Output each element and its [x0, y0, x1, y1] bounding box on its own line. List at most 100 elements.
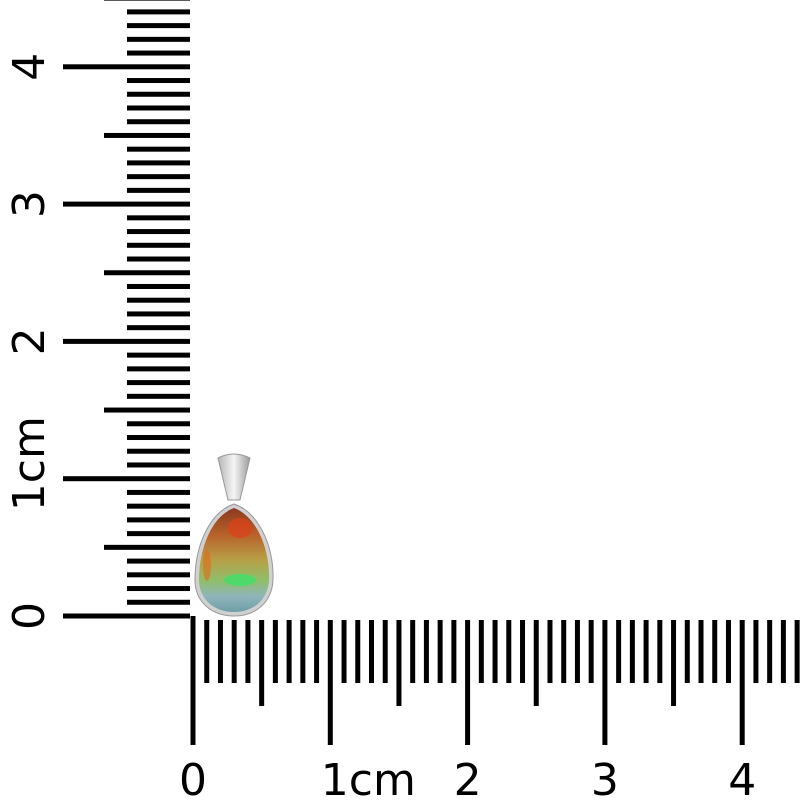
vertical-ruler-tick: [127, 599, 190, 605]
vertical-ruler-tick: [127, 297, 190, 303]
horizontal-ruler-tick: [478, 620, 484, 683]
vertical-ruler-tick: [127, 421, 190, 427]
vertical-ruler-tick: [127, 50, 190, 56]
horizontal-ruler-tick: [520, 620, 526, 683]
horizontal-ruler-tick: [217, 620, 223, 683]
horizontal-ruler-label: 4: [728, 755, 756, 800]
vertical-ruler-tick: [127, 393, 190, 399]
horizontal-ruler: [190, 616, 800, 745]
vertical-ruler-tick: [127, 558, 190, 564]
horizontal-ruler-tick: [506, 620, 512, 683]
horizontal-ruler-tick: [547, 620, 553, 683]
opal-flash-orange: [203, 549, 211, 581]
horizontal-ruler-tick: [533, 620, 539, 706]
horizontal-ruler-tick: [492, 620, 498, 683]
horizontal-ruler-tick: [245, 620, 251, 683]
horizontal-ruler-tick: [794, 620, 800, 683]
vertical-ruler-tick: [127, 503, 190, 509]
horizontal-ruler-tick: [204, 620, 210, 683]
vertical-ruler-tick: [127, 517, 190, 523]
horizontal-ruler-tick: [382, 620, 388, 683]
vertical-ruler-tick: [127, 572, 190, 578]
horizontal-ruler-tick: [300, 620, 306, 683]
vertical-ruler-tick: [127, 380, 190, 386]
horizontal-ruler-tick: [423, 620, 429, 683]
vertical-ruler-label: 1cm: [4, 416, 55, 511]
vertical-ruler-tick: [127, 325, 190, 331]
vertical-ruler-label: 2: [4, 327, 55, 355]
horizontal-ruler-tick: [671, 620, 677, 706]
vertical-ruler-tick: [127, 187, 190, 193]
vertical-ruler-tick: [127, 531, 190, 537]
horizontal-ruler-tick: [629, 620, 635, 683]
vertical-ruler-label: 0: [4, 602, 55, 630]
horizontal-ruler-label: 3: [591, 755, 619, 800]
horizontal-ruler-tick: [190, 616, 196, 745]
vertical-ruler-tick: [127, 242, 190, 248]
horizontal-ruler-tick: [272, 620, 278, 683]
vertical-ruler-tick: [127, 311, 190, 317]
vertical-ruler-tick: [127, 160, 190, 166]
vertical-ruler-tick: [127, 215, 190, 221]
vertical-ruler-tick: [127, 78, 190, 84]
horizontal-ruler-tick: [341, 620, 347, 683]
vertical-ruler-tick: [127, 229, 190, 235]
horizontal-ruler-tick: [410, 620, 416, 683]
pendant-image: [194, 453, 274, 617]
vertical-ruler-tick: [127, 36, 190, 42]
horizontal-ruler-tick: [286, 620, 292, 683]
vertical-ruler-tick: [127, 23, 190, 29]
vertical-ruler-label: 3: [4, 190, 55, 218]
horizontal-ruler-tick: [451, 620, 457, 683]
vertical-ruler-tick: [63, 476, 190, 482]
horizontal-ruler-tick: [355, 620, 361, 683]
horizontal-ruler-tick: [739, 620, 745, 745]
vertical-ruler-tick: [127, 9, 190, 15]
vertical-ruler-tick: [104, 544, 190, 550]
vertical-ruler-tick: [127, 146, 190, 152]
horizontal-ruler-tick: [231, 620, 237, 683]
vertical-ruler-tick: [127, 489, 190, 495]
vertical-ruler-tick: [127, 283, 190, 289]
horizontal-ruler-tick: [712, 620, 718, 683]
vertical-ruler-tick: [104, 270, 190, 276]
horizontal-ruler-tick: [368, 620, 374, 683]
horizontal-ruler-tick: [588, 620, 594, 683]
opal-flash-green: [224, 574, 256, 586]
vertical-ruler-tick: [127, 105, 190, 111]
vertical-ruler-tick: [63, 201, 190, 207]
horizontal-ruler-tick: [259, 620, 265, 706]
horizontal-ruler-label: 2: [454, 755, 482, 800]
vertical-ruler-tick: [104, 0, 190, 1]
horizontal-ruler-tick: [561, 620, 567, 683]
vertical-ruler-tick: [63, 64, 190, 70]
vertical-ruler-tick: [127, 448, 190, 454]
vertical-ruler-tick: [127, 91, 190, 97]
vertical-ruler-tick: [127, 256, 190, 262]
opal-flash-red: [228, 518, 252, 538]
horizontal-ruler-tick: [643, 620, 649, 683]
horizontal-ruler-tick: [602, 620, 608, 745]
vertical-ruler-tick: [127, 435, 190, 441]
pendant-bail: [217, 453, 251, 501]
horizontal-ruler-tick: [327, 620, 333, 745]
vertical-ruler-tick: [127, 174, 190, 180]
horizontal-ruler-tick: [725, 620, 731, 683]
vertical-ruler-tick: [127, 462, 190, 468]
horizontal-ruler-label: 1cm: [321, 755, 416, 800]
horizontal-ruler-tick: [684, 620, 690, 683]
horizontal-ruler-tick: [437, 620, 443, 683]
vertical-ruler: [63, 0, 190, 619]
vertical-ruler-tick: [127, 119, 190, 125]
vertical-ruler-tick: [127, 366, 190, 372]
horizontal-ruler-tick: [753, 620, 759, 683]
vertical-ruler-tick: [63, 338, 190, 344]
vertical-ruler-tick: [104, 407, 190, 413]
vertical-ruler-tick: [104, 132, 190, 138]
horizontal-ruler-tick: [698, 620, 704, 683]
horizontal-ruler-label: 0: [179, 755, 207, 800]
horizontal-ruler-tick: [767, 620, 773, 683]
opal-stone: [199, 508, 270, 612]
horizontal-ruler-tick: [396, 620, 402, 706]
